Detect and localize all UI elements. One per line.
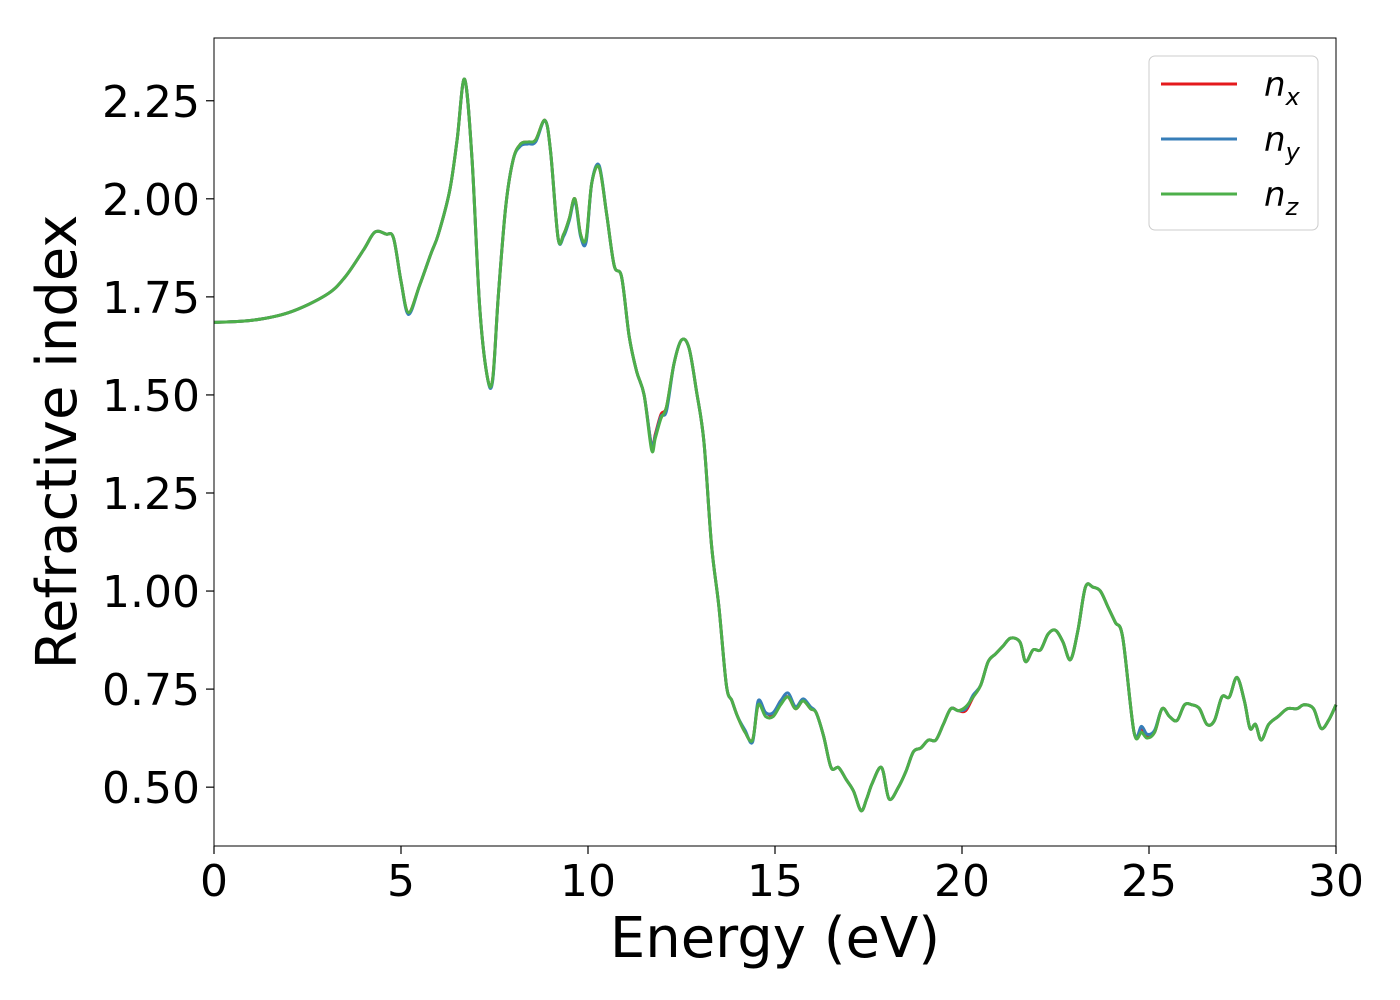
- y-axis: 0.50 0.75 1.00 1.25 1.50 1.75 2.00 2.25: [102, 77, 214, 814]
- legend-item-z: nz: [1161, 175, 1300, 221]
- x-axis-label: Energy (eV): [610, 906, 940, 971]
- legend-item-x: nx: [1161, 65, 1301, 111]
- legend-label-subscript: z: [1285, 193, 1300, 221]
- legend-label: nx: [1264, 65, 1301, 111]
- y-tick-label: 0.50: [102, 763, 200, 814]
- legend-label: ny: [1264, 120, 1301, 166]
- series-line-z: [213, 77, 1338, 813]
- y-tick-label: 2.00: [102, 175, 200, 226]
- y-axis-label: Refractive index: [25, 215, 90, 670]
- legend-item-y: ny: [1161, 120, 1301, 166]
- y-tick-label: 0.75: [102, 665, 200, 716]
- x-tick-label: 15: [747, 856, 803, 907]
- x-tick-label: 20: [934, 856, 990, 907]
- plot-area: [213, 37, 1338, 847]
- x-tick-label: 10: [560, 856, 616, 907]
- legend-label-main: n: [1264, 175, 1286, 215]
- legend-box: [1148, 55, 1319, 231]
- legend-label-main: n: [1264, 120, 1286, 160]
- legend-label-subscript: x: [1285, 83, 1301, 111]
- series-lines: [213, 77, 1338, 813]
- y-tick-label: 1.75: [102, 273, 200, 324]
- x-tick-label: 0: [200, 856, 228, 907]
- legend-label: nz: [1264, 175, 1300, 221]
- x-tick-label: 25: [1121, 856, 1177, 907]
- legend-label-subscript: y: [1285, 138, 1301, 166]
- y-tick-label: 1.00: [102, 567, 200, 618]
- y-tick-label: 1.25: [102, 469, 200, 520]
- x-axis: 0 5 10 15 20 25 30: [200, 846, 1364, 907]
- legend-label-main: n: [1264, 65, 1286, 105]
- x-tick-label: 30: [1308, 856, 1364, 907]
- y-tick-label: 1.50: [102, 371, 200, 422]
- y-tick-label: 2.25: [102, 77, 200, 128]
- x-tick-label: 5: [387, 856, 415, 907]
